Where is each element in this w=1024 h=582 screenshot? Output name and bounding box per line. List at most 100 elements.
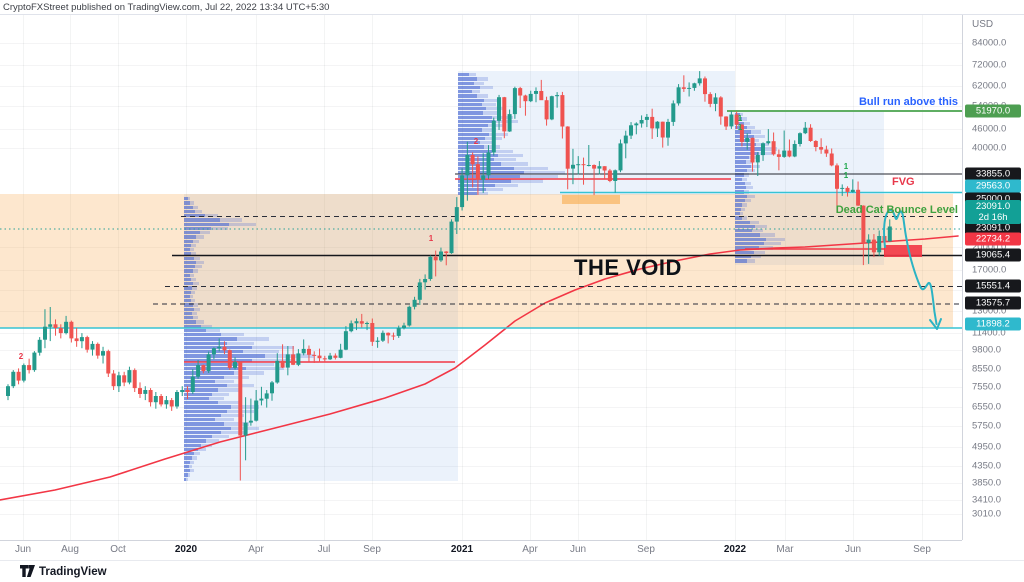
volume-profile-bar-value-area xyxy=(184,460,191,464)
volume-profile-bar-value-area xyxy=(184,205,193,209)
volume-profile-bar-value-area xyxy=(735,246,759,250)
volume-profile-bar-value-area xyxy=(184,401,219,405)
volume-profile-bar-value-area xyxy=(184,354,265,358)
volume-profile-bar-value-area xyxy=(184,282,194,286)
volume-profile-bar-value-area xyxy=(735,220,750,224)
currency-label: USD xyxy=(972,19,994,30)
gridline-horizontal xyxy=(0,106,962,107)
price-level-label: 33855.0 xyxy=(965,167,1021,181)
volume-profile-bar-value-area xyxy=(184,201,191,205)
price-level-label: 29563.0 xyxy=(965,179,1021,193)
volume-profile-bar-value-area xyxy=(458,98,485,102)
volume-profile-bar-value-area xyxy=(184,426,231,430)
volume-profile-bar-value-area xyxy=(184,226,212,231)
volume-profile-bar-value-area xyxy=(184,375,225,379)
volume-profile-bar-value-area xyxy=(184,235,197,239)
volume-profile-bar-value-area xyxy=(458,158,494,162)
volume-profile-bar-value-area xyxy=(184,371,234,375)
volume-profile-bar-value-area xyxy=(184,214,206,218)
volume-profile-bar-value-area xyxy=(735,143,757,147)
volume-profile-bar-value-area xyxy=(735,203,743,207)
volume-profile-bar-value-area xyxy=(184,358,253,362)
volume-profile-bar-value-area xyxy=(735,194,748,199)
volume-profile-bar-value-area xyxy=(184,311,193,316)
volume-profile-bar-value-area xyxy=(184,439,206,443)
time-tick-month: Sep xyxy=(363,544,381,555)
volume-profile-bar-value-area xyxy=(735,259,748,263)
volume-profile-bar-value-area xyxy=(735,151,759,156)
gridline-horizontal xyxy=(0,43,962,44)
volume-profile-bar-value-area xyxy=(184,388,219,392)
volume-profile-bar-value-area xyxy=(458,111,483,115)
volume-profile-bar-value-area xyxy=(184,464,189,469)
price-tick: 3010.0 xyxy=(972,508,1002,520)
volume-profile-bar-value-area xyxy=(735,207,742,211)
volume-profile-bar-value-area xyxy=(184,422,225,426)
volume-profile-bar-value-area xyxy=(458,192,477,196)
volume-profile-bar-value-area xyxy=(735,156,749,160)
volume-profile-bar-value-area xyxy=(458,102,482,107)
volume-profile-bar-value-area xyxy=(184,303,193,307)
gridline-horizontal xyxy=(0,65,962,66)
volume-profile-bar-value-area xyxy=(184,341,228,345)
price-tick: 3410.0 xyxy=(972,494,1002,506)
chart-canvas[interactable] xyxy=(0,15,962,540)
volume-profile-bar-value-area xyxy=(184,294,190,299)
volume-profile-bar-value-area xyxy=(458,136,486,141)
volume-profile-bar-value-area xyxy=(184,345,253,350)
volume-profiles xyxy=(0,15,962,540)
volume-profile-bar-value-area xyxy=(184,384,228,388)
volume-profile-bar-value-area xyxy=(735,186,747,190)
price-tick: 3850.0 xyxy=(972,477,1002,489)
volume-profile-bar-value-area xyxy=(458,162,502,166)
volume-profile-bar-value-area xyxy=(735,233,760,237)
time-tick-month: Mar xyxy=(776,544,794,555)
volume-profile-bar-value-area xyxy=(184,299,191,303)
volume-profile-bar-value-area xyxy=(735,242,764,246)
volume-profile-bar-value-area xyxy=(184,256,194,260)
fvg-label: FVG xyxy=(892,176,915,188)
volume-profile-bar-value-area xyxy=(735,190,744,194)
price-tick: 13000.0 xyxy=(972,305,1007,317)
volume-profile-bar-value-area xyxy=(184,418,215,422)
volume-profile-bar-value-area xyxy=(458,90,472,94)
price-axis[interactable]: USD 23091.0 2d 16h 84000.0 72000.0 62000.0… xyxy=(962,15,1024,540)
volume-profile-bar-value-area xyxy=(184,209,196,214)
volume-profile-bar-value-area xyxy=(458,145,485,149)
volume-profile-bar-value-area xyxy=(458,107,486,111)
volume-profile-bar-value-area xyxy=(184,452,194,456)
time-tick-month: Jun xyxy=(844,544,862,555)
volume-profile-bar-value-area xyxy=(184,320,197,324)
volume-profile-bar-value-area xyxy=(184,243,192,248)
time-tick-month: Apr xyxy=(248,544,264,555)
price-tick: 4950.0 xyxy=(972,441,1002,453)
volume-profile-bar-value-area xyxy=(184,277,192,282)
volume-profile-bar-value-area xyxy=(735,121,745,125)
volume-profile-bar-value-area xyxy=(184,473,188,477)
price-tick: 17000.0 xyxy=(972,264,1007,276)
volume-profile-bar-value-area xyxy=(184,435,212,439)
price-tick: 7550.0 xyxy=(972,381,1002,393)
volume-profile-bar-value-area xyxy=(735,229,753,233)
volume-profile-bar-value-area xyxy=(458,175,520,179)
volume-profile-bar-value-area xyxy=(184,379,215,384)
current-price-value: 23091.0 xyxy=(975,201,1011,212)
price-tick: 20000.0 xyxy=(972,241,1007,253)
price-level-label: 23091.0 xyxy=(965,221,1021,235)
volume-profile-bar-value-area xyxy=(184,248,191,252)
time-axis[interactable]: Jun Aug Oct 2020 Apr Jul Sep 2021 Apr Jun Sep 2022 M… xyxy=(0,540,962,561)
volume-profile-bar-value-area xyxy=(184,252,192,256)
volume-profile-bar-value-area xyxy=(735,224,755,229)
volume-profile-bar-value-area xyxy=(458,115,493,119)
tradingview-logo[interactable]: TradingView xyxy=(20,565,107,578)
volume-profile-bar-value-area xyxy=(735,237,766,242)
volume-profile-bar-value-area xyxy=(735,117,743,121)
volume-profile-bar-value-area xyxy=(458,73,470,77)
volume-profile-bar-value-area xyxy=(458,119,496,124)
time-tick-month: Sep xyxy=(637,544,655,555)
volume-profile-bar-value-area xyxy=(458,187,486,192)
volume-profile-bar-value-area xyxy=(184,413,222,418)
volume-profile-bar-value-area xyxy=(184,396,209,401)
volume-profile-bar-value-area xyxy=(735,177,743,181)
volume-profile-bar-value-area xyxy=(735,168,748,173)
